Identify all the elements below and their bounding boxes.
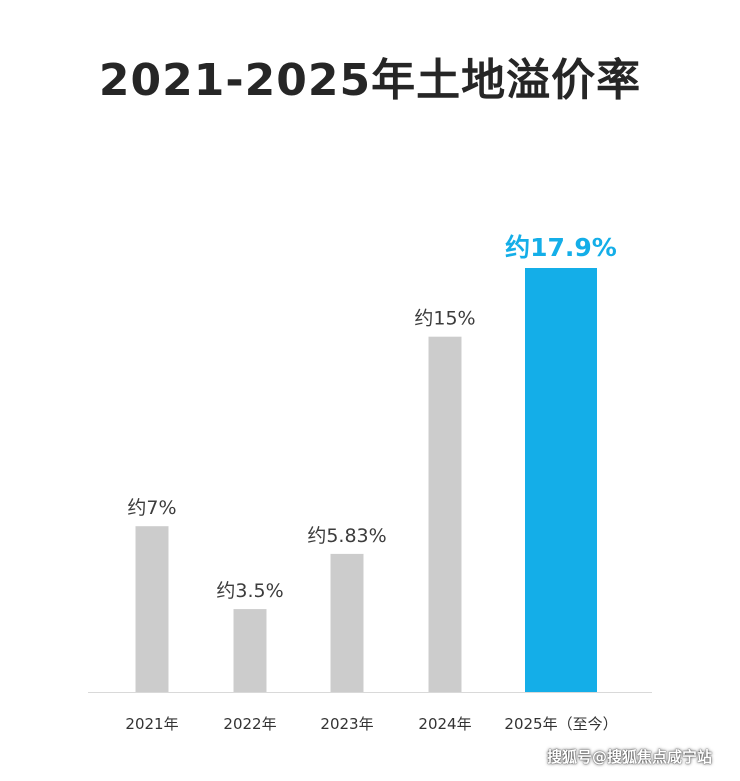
watermark: 搜狐号@搜狐焦点咸宁站 <box>546 748 712 766</box>
data-label-4: 约15% <box>414 308 475 330</box>
x-tick-label-2: 2022年 <box>223 715 276 733</box>
bar-2 <box>233 609 267 692</box>
bar-3 <box>330 553 364 692</box>
bar-1 <box>135 526 169 692</box>
x-tick-label-1: 2021年 <box>125 715 178 733</box>
bar-4 <box>428 336 462 692</box>
bar-5 <box>525 268 597 692</box>
x-tick-label-4: 2024年 <box>418 715 471 733</box>
data-label-3: 约5.83% <box>307 525 386 547</box>
chart-title: 2021-2025年土地溢价率 <box>98 55 642 106</box>
data-label-5: 约17.9% <box>505 233 617 262</box>
data-label-1: 约7% <box>127 497 176 519</box>
x-tick-label-3: 2023年 <box>320 715 373 733</box>
x-tick-label-5: 2025年（至今） <box>504 715 617 733</box>
data-label-2: 约3.5% <box>216 580 283 602</box>
